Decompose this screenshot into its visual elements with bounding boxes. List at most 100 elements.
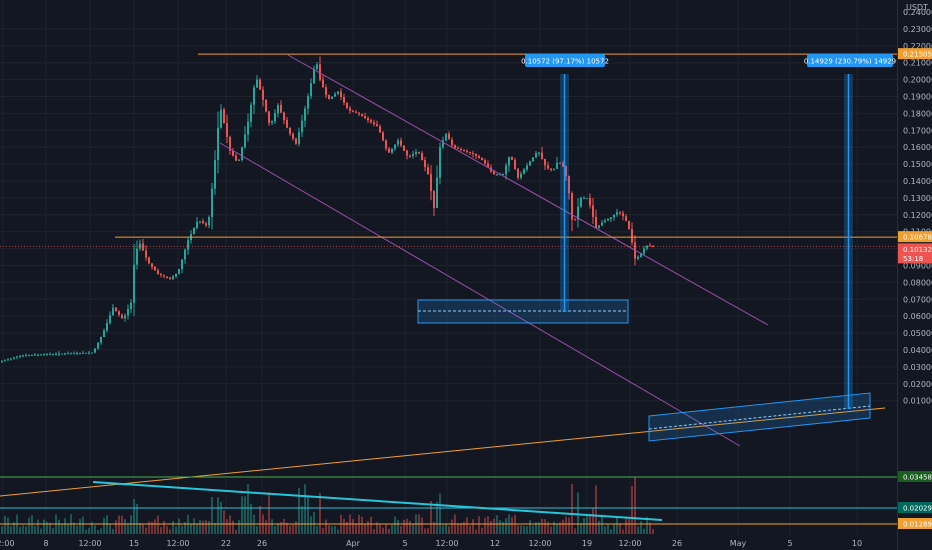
volume-bar xyxy=(97,529,99,534)
candle-body xyxy=(37,354,39,356)
volume-bar xyxy=(526,526,528,534)
measure-label: 0.10572 (97.17%) 10572 xyxy=(521,58,609,66)
volume-bar xyxy=(337,529,339,534)
x-tick-label: 12:00 xyxy=(435,539,458,548)
volume-bar xyxy=(610,529,612,534)
volume-bar xyxy=(607,524,609,534)
candle-body xyxy=(484,160,486,164)
candle-body xyxy=(610,217,612,220)
target-zone-midline xyxy=(648,405,871,430)
volume-bar xyxy=(532,525,534,534)
candle-body xyxy=(163,275,165,277)
candle-body xyxy=(298,132,300,144)
candle-body xyxy=(601,222,603,226)
volume-bar xyxy=(238,520,240,534)
volume-bar xyxy=(229,515,231,534)
candle-body xyxy=(31,354,33,356)
volume-bar xyxy=(565,516,567,534)
volume-bar xyxy=(145,527,147,534)
volume-bar xyxy=(277,523,279,534)
candle-body xyxy=(409,155,411,157)
candle-body xyxy=(553,168,555,170)
volume-bar xyxy=(478,516,480,534)
volume-bar xyxy=(190,523,192,534)
volume-bar xyxy=(46,522,48,534)
x-tick-label: 12:00 xyxy=(78,539,101,548)
volume-bar xyxy=(502,522,504,534)
candle-body xyxy=(97,342,99,349)
candle-body xyxy=(217,127,219,161)
volume-bar xyxy=(109,524,111,534)
volume-bar xyxy=(169,529,171,534)
candle-body xyxy=(472,152,474,154)
volume-bar xyxy=(499,520,501,534)
volume-bar xyxy=(523,526,525,534)
candle-body xyxy=(244,134,246,148)
candle-body xyxy=(199,221,201,223)
candle-body xyxy=(118,311,120,315)
candle-body xyxy=(427,167,429,175)
volume-bar xyxy=(448,526,450,534)
volume-bar xyxy=(427,528,429,534)
volume-bar xyxy=(571,483,573,534)
candle-body xyxy=(10,358,12,360)
x-axis-ticks: 12:00 8 12:00 15 12:00 22 26 Apr 5 12:00 12 12:00 19… xyxy=(0,539,862,548)
volume-bar xyxy=(541,518,543,534)
candle-body xyxy=(340,91,342,98)
volume-bar xyxy=(73,522,75,534)
candle-body xyxy=(493,171,495,175)
volume-bar xyxy=(409,520,411,534)
price-tag-box xyxy=(898,243,932,255)
price-tag-box xyxy=(898,471,932,482)
volume-bar xyxy=(292,524,294,534)
x-tick-label: 26 xyxy=(257,539,267,548)
candle-body xyxy=(88,352,90,354)
volume-bar xyxy=(157,515,159,534)
volume-bar xyxy=(589,515,591,534)
candle-body xyxy=(43,354,45,356)
candle-body xyxy=(538,152,540,154)
price-axis-background xyxy=(898,0,932,550)
volume-bar xyxy=(379,524,381,534)
volume-bar xyxy=(343,518,345,534)
candle-body xyxy=(4,360,6,362)
volume-bar xyxy=(574,528,576,534)
volume-bar xyxy=(487,516,489,534)
volume-bar xyxy=(34,526,36,534)
volume-bar xyxy=(241,496,243,534)
volume-bar xyxy=(568,517,570,534)
volume-bar xyxy=(583,517,585,534)
volume-bar xyxy=(82,516,84,534)
volume-bar xyxy=(580,523,582,534)
candle-body xyxy=(508,156,510,166)
measure-label: 0.14929 (230.79%) 14929 xyxy=(804,58,896,66)
candle-body xyxy=(529,161,531,166)
volume-bar xyxy=(649,522,651,534)
volume-bar xyxy=(394,516,396,534)
candle-body xyxy=(76,353,78,355)
volume-bar xyxy=(595,485,597,534)
candle-body xyxy=(265,99,267,112)
candle-body xyxy=(475,153,477,156)
candle-body xyxy=(514,159,516,169)
candle-body xyxy=(586,197,588,199)
candle-body xyxy=(517,168,519,178)
candle-body xyxy=(247,121,249,135)
candle-body xyxy=(58,353,60,355)
candle-body xyxy=(331,96,333,100)
x-tick-label: 26 xyxy=(672,539,682,548)
volume-bar xyxy=(250,503,252,534)
volume-bar xyxy=(313,512,315,534)
